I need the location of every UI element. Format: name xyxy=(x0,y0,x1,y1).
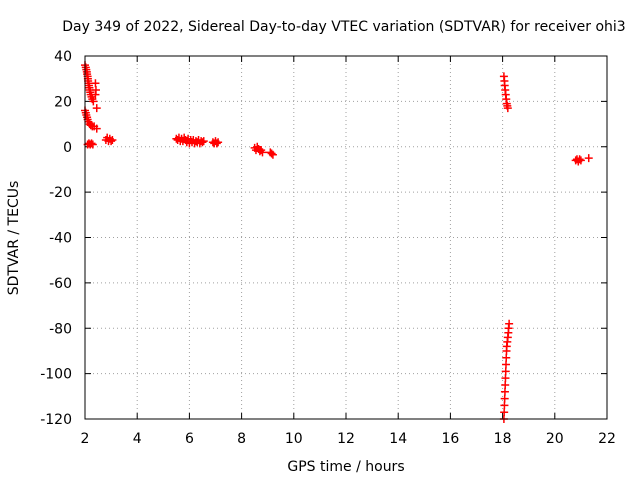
data-point xyxy=(501,367,510,376)
data-point xyxy=(199,137,208,146)
grid xyxy=(85,56,607,419)
data-point xyxy=(91,90,100,99)
data-point xyxy=(500,401,509,410)
data-point xyxy=(500,394,509,403)
y-tick-label: -60 xyxy=(49,276,72,292)
data-point xyxy=(501,360,510,369)
chart-title: Day 349 of 2022, Sidereal Day-to-day VTE… xyxy=(62,19,625,35)
x-tick-label: 14 xyxy=(389,431,407,447)
data-point xyxy=(87,139,96,148)
y-tick-label: 0 xyxy=(63,140,72,156)
data-point xyxy=(576,156,585,165)
x-tick-label: 8 xyxy=(237,431,246,447)
data-point xyxy=(91,79,100,88)
x-tick-label: 20 xyxy=(546,431,564,447)
y-tick-label: -120 xyxy=(40,412,72,428)
x-tick-label: 22 xyxy=(598,431,616,447)
y-tick-label: -80 xyxy=(49,321,72,337)
data-point xyxy=(501,380,510,389)
data-point xyxy=(267,149,276,158)
data-point xyxy=(89,97,98,106)
data-point xyxy=(500,387,509,396)
x-tick-label: 2 xyxy=(81,431,90,447)
data-point xyxy=(198,138,207,147)
x-tick-label: 12 xyxy=(337,431,355,447)
data-points xyxy=(81,61,593,423)
data-point xyxy=(214,138,223,147)
y-tick-label: -40 xyxy=(49,231,72,247)
data-point xyxy=(503,104,512,113)
data-point xyxy=(258,148,267,157)
data-point xyxy=(88,140,97,149)
data-point xyxy=(500,408,509,417)
y-tick-label: 40 xyxy=(54,49,72,65)
data-point xyxy=(92,124,101,133)
data-point xyxy=(212,139,221,148)
data-point xyxy=(575,155,584,164)
data-point xyxy=(584,154,593,163)
x-tick-label: 16 xyxy=(441,431,459,447)
x-tick-label: 6 xyxy=(185,431,194,447)
x-tick-label: 4 xyxy=(133,431,142,447)
x-tick-label: 10 xyxy=(285,431,303,447)
y-axis-label: SDTVAR / TECUs xyxy=(6,181,22,296)
x-axis-label: GPS time / hours xyxy=(287,459,404,475)
data-point xyxy=(505,319,514,328)
data-point xyxy=(268,150,277,159)
data-point xyxy=(92,104,101,113)
plot-frame xyxy=(84,55,608,420)
data-point xyxy=(108,135,117,144)
data-point xyxy=(501,374,510,383)
data-point xyxy=(107,137,116,146)
y-tick-label: -20 xyxy=(49,185,72,201)
y-tick-label: 20 xyxy=(54,94,72,110)
data-point xyxy=(502,353,511,362)
axis-ticks: 2 4 6 8 10 12 14 16 18 20 22 -120 -100 -80 -60 -40 -20 0 2… xyxy=(40,49,616,447)
y-tick-label: -100 xyxy=(40,367,72,383)
x-tick-label: 18 xyxy=(494,431,512,447)
